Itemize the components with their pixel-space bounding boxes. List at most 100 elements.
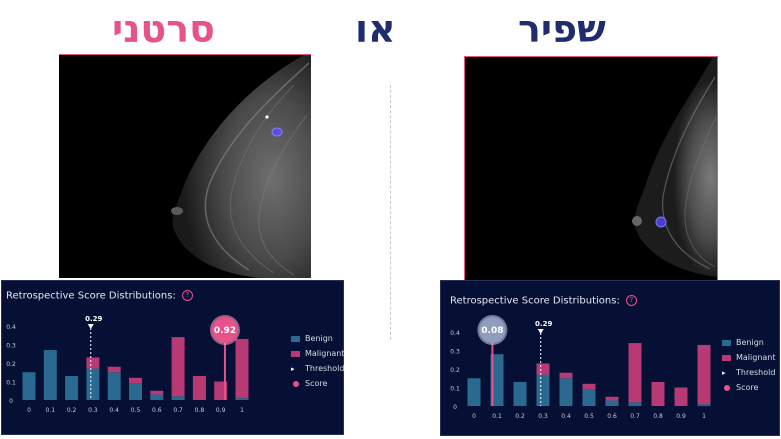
score-bubble	[211, 317, 238, 343]
x-tick-label: 0.9	[216, 407, 226, 414]
y-tick-label: 0.4	[450, 330, 460, 337]
x-tick-label: 0.6	[607, 413, 617, 420]
center-divider	[390, 85, 391, 340]
x-tick-label: 0	[472, 413, 476, 420]
panel-title-right: Retrospective Score Distributions:?	[450, 295, 637, 307]
score-label: 0.08	[481, 326, 503, 336]
bar-malignant	[559, 372, 573, 379]
bar-malignant	[129, 377, 142, 384]
bar-benign	[559, 378, 573, 406]
bar-malignant	[192, 375, 206, 400]
score-dot-icon	[724, 384, 730, 391]
bar-benign	[22, 372, 36, 400]
bar-benign	[605, 400, 619, 406]
bar-malignant	[674, 387, 688, 406]
x-tick-label: 0.7	[173, 407, 183, 414]
bar-benign	[582, 389, 596, 406]
legend-item-threshold: ▸ Threshold	[722, 365, 776, 380]
bar-malignant	[536, 363, 550, 375]
x-tick-label: 0.2	[515, 413, 525, 420]
x-tick-label: 1	[702, 413, 706, 420]
mammogram-image-right	[464, 56, 718, 280]
chart-legend-left: Benign Malignant ▸ Threshold Score	[291, 331, 345, 391]
heading-benign: שפיר	[518, 7, 606, 51]
chart-legend-right: Benign Malignant ▸ Threshold Score	[722, 335, 776, 395]
bar-benign	[536, 374, 550, 406]
x-tick-label: 0.6	[152, 407, 162, 414]
heading-or: או	[355, 7, 396, 51]
threshold-label: 0.29	[85, 315, 102, 323]
legend-label: Score	[305, 379, 328, 388]
bar-malignant	[235, 338, 249, 399]
bar-benign	[490, 354, 504, 406]
threshold-label: 0.29	[535, 320, 552, 328]
legend-item-score: Score	[291, 376, 345, 391]
score-bubble	[479, 317, 506, 343]
bar-malignant	[651, 381, 665, 406]
bar-benign	[697, 404, 711, 406]
legend-label: Threshold	[736, 368, 776, 377]
bar-malignant	[86, 357, 100, 369]
legend-label: Malignant	[305, 349, 345, 358]
x-tick-label: 0.1	[46, 407, 56, 414]
legend-item-malignant: Malignant	[722, 350, 776, 365]
legend-item-benign: Benign	[722, 335, 776, 350]
bar-benign	[235, 398, 249, 400]
legend-label: Threshold	[305, 364, 345, 373]
x-tick-label: 0.5	[131, 407, 141, 414]
x-tick-label: 0.3	[88, 407, 98, 414]
x-tick-label: 0.8	[195, 407, 205, 414]
bar-benign	[129, 383, 142, 400]
x-tick-label: 0.2	[67, 407, 77, 414]
x-tick-label: 0.7	[630, 413, 640, 420]
threshold-arrow-icon: ▸	[291, 364, 295, 373]
y-tick-label: 0	[453, 404, 457, 411]
x-tick-label: 0	[27, 407, 31, 414]
threshold-arrow-icon	[537, 329, 544, 334]
x-tick-label: 1	[240, 407, 244, 414]
panel-title-text: Retrospective Score Distributions:	[450, 295, 620, 307]
bar-benign	[43, 350, 57, 400]
y-tick-label: 0.3	[450, 349, 460, 356]
y-tick-label: 0.1	[6, 380, 16, 387]
x-tick-label: 0.1	[492, 413, 502, 420]
marker-dot	[265, 115, 269, 119]
malignant-swatch	[291, 350, 300, 357]
bar-malignant	[150, 390, 164, 395]
heading-cancerous: סרטני	[112, 7, 215, 51]
x-tick-label: 0.4	[109, 407, 119, 414]
y-tick-label: 0.3	[6, 343, 16, 350]
benign-swatch	[291, 335, 300, 342]
panel-title-text: Retrospective Score Distributions:	[6, 290, 176, 302]
score-dot-icon	[293, 380, 299, 387]
threshold-arrow-icon: ▸	[722, 368, 726, 377]
bar-benign	[150, 394, 164, 400]
y-tick-label: 0.2	[6, 361, 16, 368]
y-tick-label: 0.2	[450, 367, 460, 374]
bar-benign	[467, 378, 481, 406]
bar-benign	[171, 396, 185, 400]
lesion-marker-left	[271, 127, 283, 137]
bar-malignant	[107, 366, 121, 373]
score-distribution-chart-left: 0 0.1 0.2 0.3 0.4 0 0.1 0.2 0.3 0.4 0.5 0.6 0.7 0.8 0.…	[6, 315, 249, 414]
legend-item-threshold: ▸ Threshold	[291, 361, 345, 376]
question-circle-icon[interactable]: ?	[625, 295, 637, 306]
bar-malignant	[214, 381, 228, 400]
bar-malignant	[582, 383, 596, 390]
malignant-swatch	[722, 354, 731, 361]
lesion-marker-right	[655, 216, 667, 228]
legend-label: Benign	[305, 334, 333, 343]
x-tick-label: 0.4	[561, 413, 571, 420]
x-tick-label: 0.5	[584, 413, 594, 420]
legend-item-benign: Benign	[291, 331, 345, 346]
question-circle-icon[interactable]: ?	[181, 290, 193, 301]
legend-label: Malignant	[736, 353, 776, 362]
legend-label: Score	[736, 383, 759, 392]
y-tick-label: 0	[9, 398, 13, 405]
panel-title-left: Retrospective Score Distributions:?	[6, 290, 193, 302]
bar-malignant	[697, 344, 711, 405]
mammogram-image-left	[59, 54, 311, 278]
bar-malignant	[605, 396, 619, 401]
y-tick-label: 0.1	[450, 386, 460, 393]
bar-benign	[107, 372, 121, 400]
